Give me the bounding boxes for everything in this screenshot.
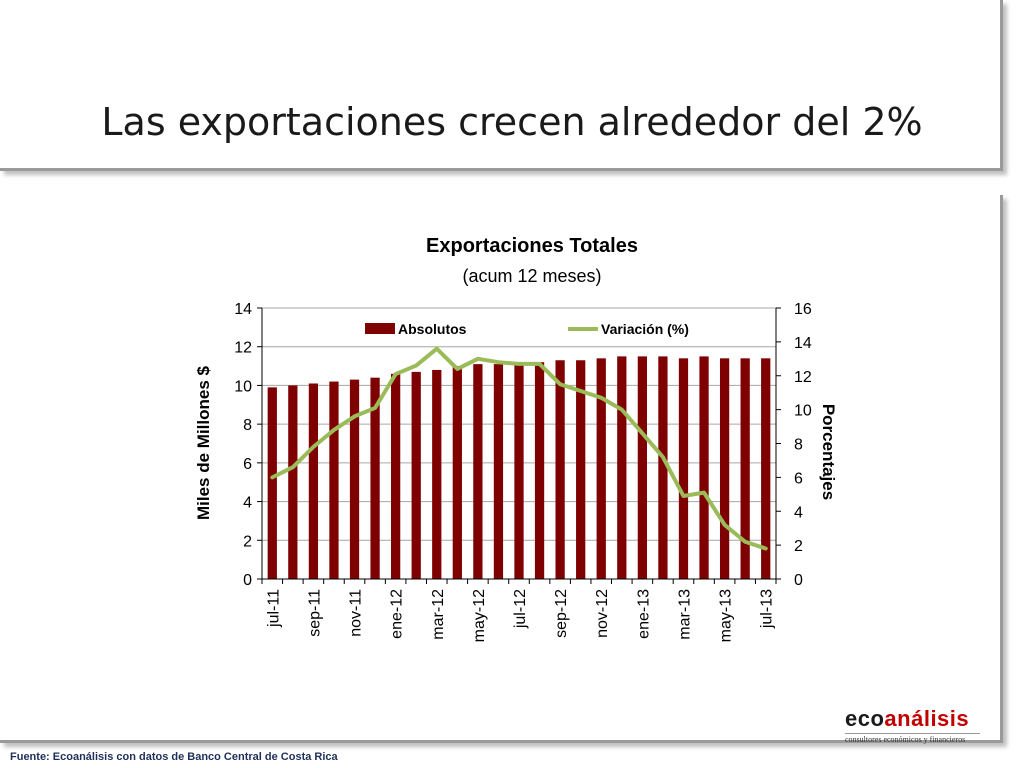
y2-tick-label: 16 [794, 301, 812, 318]
y-tick-label: 0 [243, 572, 252, 589]
y2-tick-label: 14 [794, 335, 812, 352]
legend-label-line: Variación (%) [601, 321, 689, 337]
bar [617, 356, 627, 579]
bar [473, 364, 483, 579]
x-tick-label: jul-12 [512, 589, 529, 629]
legend-label-bars: Absolutos [398, 321, 467, 337]
bar [596, 358, 606, 579]
bar [534, 362, 545, 579]
legend: Absolutos Variación (%) [365, 321, 689, 337]
y-tick-label: 10 [234, 378, 252, 395]
x-tick-label: jul-13 [759, 589, 776, 629]
bar [637, 356, 647, 579]
bar [740, 358, 750, 579]
bar [761, 358, 771, 579]
bar [267, 387, 277, 579]
bar [699, 356, 709, 579]
x-tick-label: nov-12 [594, 589, 611, 638]
y-axis-title: Miles de Millones $ [194, 365, 213, 520]
y-tick-label: 2 [243, 533, 252, 550]
bar [308, 383, 319, 579]
title-panel [0, 0, 1003, 171]
y-tick-label: 6 [243, 456, 252, 473]
bar [555, 360, 565, 579]
y2-tick-label: 10 [794, 403, 812, 420]
y-tick-label: 14 [234, 301, 252, 318]
x-tick-label: jul-11 [265, 589, 282, 628]
bar [719, 358, 730, 579]
bar [329, 381, 339, 579]
variation-line [270, 346, 768, 551]
x-tick-label: mar-13 [676, 589, 693, 640]
bar [370, 377, 380, 579]
x-tick-label: ene-13 [635, 589, 652, 639]
x-tick-label: may-13 [718, 589, 735, 642]
tick-labels: 0 2 4 6 8 10 12 14 0 2 4 6 8 10 12 14 16 jul-11 sep-11 nov-… [234, 301, 812, 642]
y-tick-label: 4 [243, 495, 252, 512]
y2-tick-label: 0 [794, 572, 803, 589]
chart-subtitle: (acum 12 meses) [462, 266, 601, 286]
axes [257, 307, 781, 584]
y2-tick-label: 6 [794, 470, 803, 487]
x-tick-label: mar-12 [430, 589, 447, 640]
bar [349, 379, 360, 579]
bar [493, 364, 504, 579]
x-tick-label: may-12 [471, 589, 488, 642]
y2-tick-label: 4 [794, 504, 803, 521]
source-note: Fuente: Ecoanálisis con datos de Banco C… [10, 751, 338, 763]
y2-axis-title: Porcentajes [819, 404, 838, 500]
x-tick-label: ene-12 [389, 589, 406, 639]
y2-tick-label: 8 [794, 437, 803, 454]
bar [432, 369, 442, 579]
logo-wordmark: ecoanálisis [845, 706, 980, 732]
bar [576, 360, 586, 579]
x-tick-label: nov-11 [348, 589, 365, 637]
y2-tick-label: 12 [794, 369, 812, 386]
bar [288, 385, 298, 579]
bar [411, 371, 421, 579]
bar [658, 356, 668, 579]
bar [452, 366, 462, 579]
ecoanalisis-logo: ecoanálisis consultores económicos y fin… [845, 706, 980, 744]
x-tick-label: sep-11 [306, 589, 323, 637]
bar-series [267, 356, 771, 579]
bar [391, 373, 401, 579]
slide-title: Las exportaciones crecen alrededor del 2… [101, 100, 923, 144]
line-series [270, 346, 768, 551]
logo-tagline: consultores económicos y financieros [845, 733, 980, 744]
y-tick-label: 12 [234, 340, 252, 357]
chart-title: Exportaciones Totales [426, 235, 638, 257]
logo-analisis: análisis [884, 706, 970, 731]
legend-swatch-bars [365, 323, 395, 334]
bar [514, 362, 524, 579]
y-tick-label: 8 [243, 417, 252, 434]
y2-tick-label: 2 [794, 538, 803, 555]
logo-eco: eco [845, 706, 885, 731]
bar [678, 358, 689, 579]
x-tick-label: sep-12 [553, 589, 570, 638]
